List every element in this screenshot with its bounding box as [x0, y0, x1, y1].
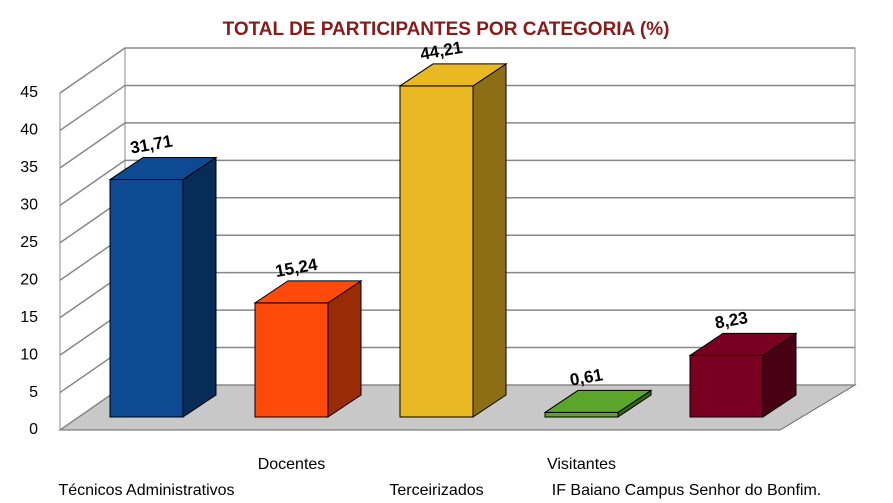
bar-top — [543, 389, 653, 413]
y-tick-label: 5 — [29, 384, 38, 401]
bar — [399, 85, 474, 418]
y-tick-label: 20 — [20, 271, 38, 288]
y-tick-label: 40 — [20, 122, 38, 139]
bar-top — [253, 280, 363, 304]
bar — [544, 411, 619, 418]
y-tick-label: 30 — [20, 197, 38, 214]
grid-line — [59, 47, 126, 94]
bar-top — [108, 157, 218, 181]
x-tick-label: Docentes — [258, 456, 326, 473]
y-tick-label: 10 — [20, 346, 38, 363]
grid-line — [59, 159, 126, 206]
bar-side — [472, 62, 507, 418]
bar-side — [327, 279, 362, 418]
grid-line — [59, 122, 126, 169]
bar — [689, 354, 764, 418]
x-tick-label: IF Baiano Campus Senhor do Bonfim. — [552, 482, 821, 499]
y-tick-label: 35 — [20, 159, 38, 176]
bar — [109, 179, 184, 418]
chart-title: TOTAL DE PARTICIPANTES POR CATEGORIA (%) — [223, 19, 670, 40]
y-tick-label: 25 — [20, 234, 38, 251]
y-tick-label: 45 — [20, 84, 38, 101]
x-tick-label: Terceirizados — [389, 482, 483, 499]
y-tick-label: 0 — [29, 421, 38, 438]
bar-side — [182, 156, 217, 418]
bar-top — [398, 63, 508, 87]
grid-line — [59, 84, 126, 132]
y-tick-label: 15 — [20, 309, 38, 326]
bar-top — [688, 332, 798, 356]
x-tick-label: Visitantes — [547, 456, 616, 473]
bar — [254, 302, 329, 418]
x-tick-label: Técnicos Administrativos — [58, 482, 234, 499]
